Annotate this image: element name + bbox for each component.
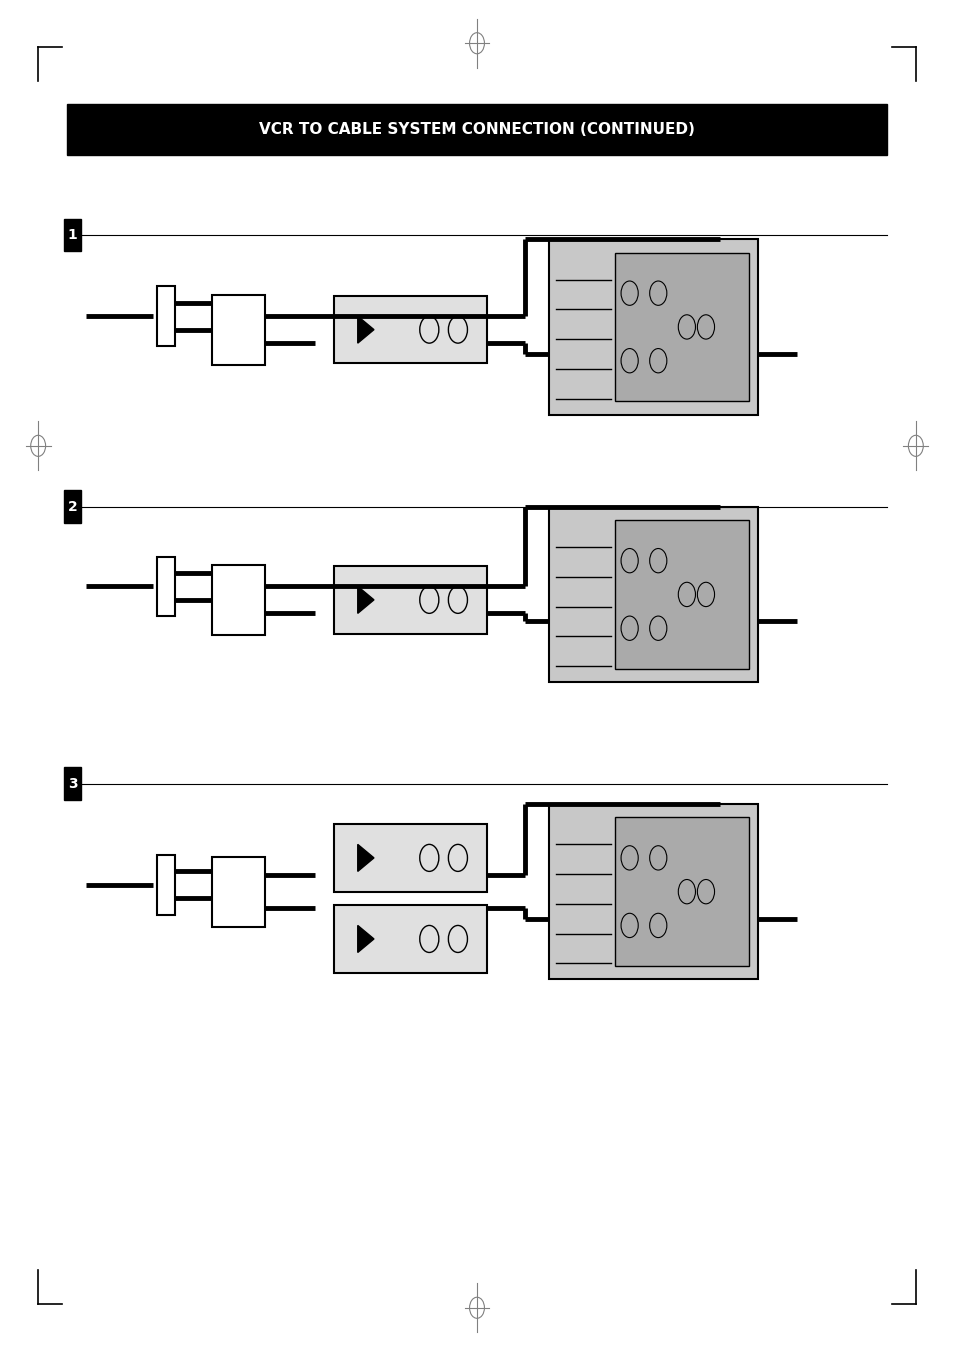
Bar [615,253,748,401]
Bar [334,566,486,634]
Bar [157,855,174,915]
Text: 1: 1 [68,228,77,242]
Polygon shape [357,925,374,952]
Bar [212,565,265,635]
Bar [157,286,174,346]
Polygon shape [357,586,374,613]
Polygon shape [357,844,374,871]
Text: VCR TO CABLE SYSTEM CONNECTION (CONTINUED): VCR TO CABLE SYSTEM CONNECTION (CONTINUE… [259,122,694,138]
Bar [334,905,486,973]
Bar [157,557,174,616]
Bar [548,804,758,979]
Bar [64,219,81,251]
Polygon shape [357,316,374,343]
Text: 3: 3 [68,777,77,790]
Bar [615,520,748,669]
Text: 2: 2 [68,500,77,513]
Bar [67,104,886,155]
Bar [64,767,81,800]
Bar [334,296,486,363]
Bar [548,239,758,415]
Bar [334,824,486,892]
Bar [615,817,748,966]
Bar [548,507,758,682]
Bar [212,295,265,365]
Bar [212,857,265,927]
Bar [64,490,81,523]
